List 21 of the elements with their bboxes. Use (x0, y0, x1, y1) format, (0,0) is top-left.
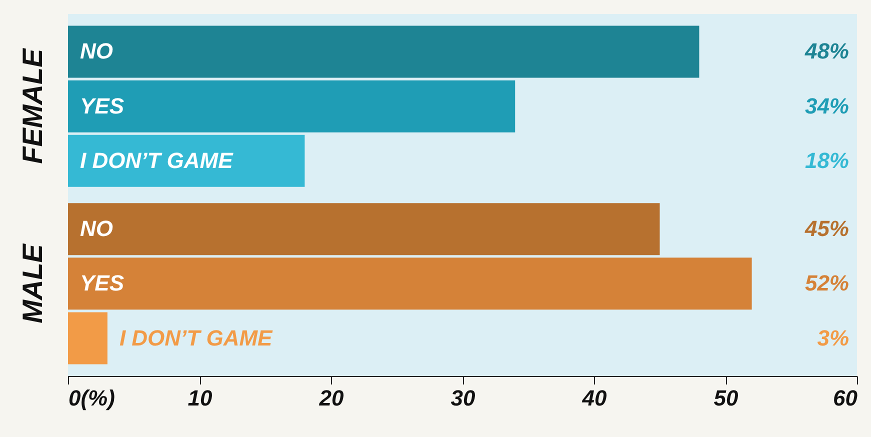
x-tick-label: 40 (581, 386, 608, 410)
y-tick-label: NO (80, 38, 113, 64)
data-label: 52% (804, 270, 849, 296)
x-tick-label: 60 (833, 386, 858, 410)
x-tick-label: 10 (188, 386, 213, 410)
x-tick-label: 20 (318, 386, 344, 410)
y-tick-label: YES (80, 270, 124, 296)
data-label: 18% (804, 148, 849, 173)
x-tick-label: 50 (714, 386, 739, 410)
data-label: 34% (804, 93, 849, 118)
y-tick-label: I DON’T GAME (119, 325, 274, 350)
x-tick-label: 0(%) (68, 386, 115, 410)
y-tick-label: I DON’T GAME (80, 148, 234, 173)
data-label: 3% (817, 325, 849, 350)
data-label: 45% (804, 216, 849, 242)
y-tick-label: YES (80, 93, 124, 118)
data-label: 48% (804, 38, 849, 64)
x-tick-label: 30 (450, 386, 476, 410)
text: FEMALE (17, 47, 48, 164)
text: MALE (17, 242, 48, 324)
y-tick-label: NO (80, 216, 113, 242)
